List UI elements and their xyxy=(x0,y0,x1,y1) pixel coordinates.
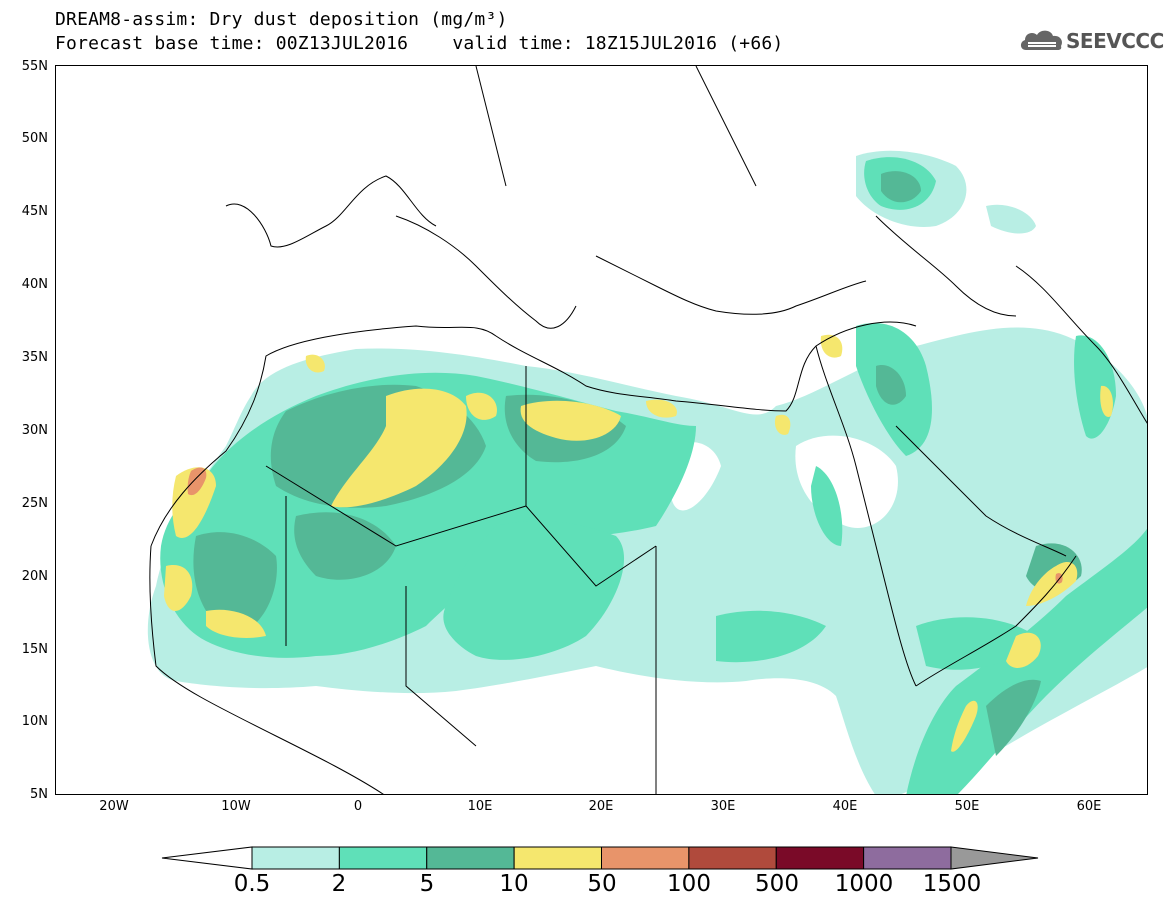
lat-label: 10N xyxy=(21,714,48,729)
colorbar-label: 0.5 xyxy=(233,871,271,897)
colorbar-swatch xyxy=(688,846,777,870)
lon-label: 0 xyxy=(353,799,363,814)
lon-label: 20W xyxy=(99,799,129,814)
lon-label: 60E xyxy=(1076,799,1102,814)
colorbar-swatch xyxy=(863,846,952,870)
dust-map xyxy=(147,66,1147,794)
colorbar-swatch xyxy=(338,846,428,870)
lat-label: 50N xyxy=(21,131,48,146)
colorbar-label: 1000 xyxy=(834,871,894,897)
colorbar-swatch xyxy=(251,846,340,870)
lon-label: 30E xyxy=(710,799,736,814)
lat-label: 45N xyxy=(21,204,48,219)
lon-label: 20E xyxy=(588,799,614,814)
lat-label: 40N xyxy=(21,277,48,292)
colorbar-over-arrow xyxy=(950,846,1039,870)
colorbar-label: 10 xyxy=(499,871,529,897)
lat-label: 55N xyxy=(21,59,48,74)
contour-10-50 xyxy=(164,334,1113,752)
coastlines-borders xyxy=(149,66,1147,794)
colorbar xyxy=(161,846,1039,870)
colorbar-under-arrow xyxy=(161,846,253,870)
colorbar-label: 500 xyxy=(755,871,799,897)
lon-label: 40E xyxy=(832,799,858,814)
colorbar-label: 50 xyxy=(587,871,617,897)
colorbar-label: 2 xyxy=(331,871,347,897)
lon-label: 50E xyxy=(954,799,980,814)
forecast-time-info: Forecast base time: 00Z13JUL2016 valid t… xyxy=(55,33,784,54)
lat-label: 25N xyxy=(21,496,48,511)
map-panel xyxy=(55,65,1148,795)
lat-label: 30N xyxy=(21,423,48,438)
colorbar-swatch xyxy=(513,846,602,870)
lat-label: 15N xyxy=(21,642,48,657)
colorbar-label: 5 xyxy=(419,871,435,897)
colorbar-label: 1500 xyxy=(922,871,982,897)
colorbar-label: 100 xyxy=(667,871,711,897)
cloud-icon xyxy=(1020,30,1063,50)
seevccc-logo: SEEVCCC xyxy=(1018,26,1164,58)
logo-text: SEEVCCC xyxy=(1066,29,1164,53)
map-title: DREAM8-assim: Dry dust deposition (mg/m³… xyxy=(55,9,508,30)
lat-label: 35N xyxy=(21,350,48,365)
colorbar-swatch xyxy=(775,846,865,870)
lat-label: 5N xyxy=(30,787,48,802)
colorbar-swatch xyxy=(426,846,515,870)
colorbar-swatch xyxy=(601,846,690,870)
lon-label: 10W xyxy=(221,799,251,814)
lat-label: 20N xyxy=(21,569,48,584)
lon-label: 10E xyxy=(467,799,493,814)
